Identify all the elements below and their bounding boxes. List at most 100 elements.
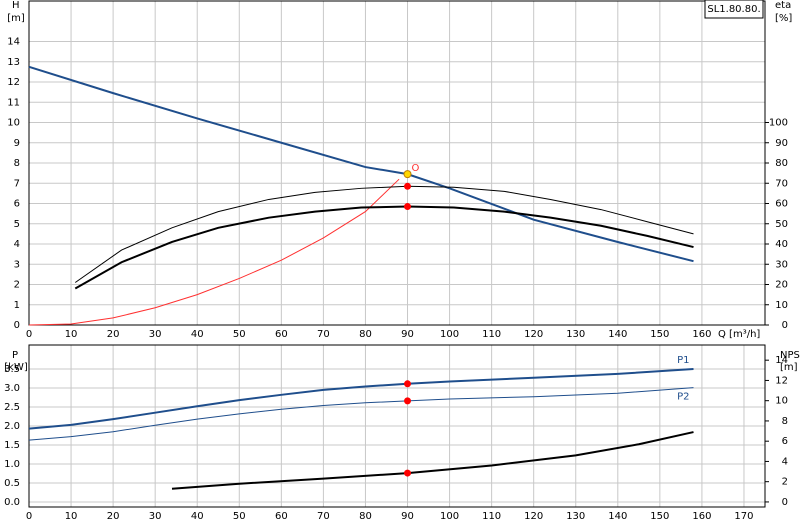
y2-tick-label: 30 bbox=[775, 259, 788, 270]
y2-tick-label: 80 bbox=[775, 158, 788, 169]
y2-axis-unit: [%] bbox=[775, 13, 792, 24]
y-tick-label: 0.5 bbox=[4, 478, 20, 489]
x-tick-label: 0 bbox=[26, 329, 32, 340]
x-tick-label: 20 bbox=[107, 511, 120, 520]
duty-point bbox=[404, 203, 412, 211]
y-tick-label: 1.5 bbox=[4, 440, 20, 451]
duty-point bbox=[404, 397, 412, 405]
y2-tick-label: 10 bbox=[775, 396, 788, 407]
y2-axis-label: NPSH bbox=[780, 350, 800, 361]
y2-tick-label: 90 bbox=[775, 138, 788, 149]
y-axis-unit: [m] bbox=[7, 13, 25, 24]
x-tick-label: 10 bbox=[65, 329, 78, 340]
curve-label: P2 bbox=[677, 392, 689, 403]
y-tick-label: 1 bbox=[14, 300, 20, 311]
duty-point bbox=[404, 182, 412, 190]
y2-tick-label: 100 bbox=[769, 118, 788, 129]
y-tick-label: 14 bbox=[7, 37, 20, 48]
y2-axis-unit: [m] bbox=[780, 362, 798, 373]
x-tick-label: 150 bbox=[650, 329, 669, 340]
x-tick-label: 120 bbox=[524, 511, 543, 520]
x-tick-label: 150 bbox=[650, 511, 669, 520]
y2-tick-label: 12 bbox=[775, 375, 788, 386]
y2-tick-label: 14 bbox=[775, 355, 788, 366]
curve bbox=[171, 431, 694, 490]
curve bbox=[28, 65, 694, 263]
x-tick-label: 20 bbox=[107, 329, 120, 340]
y2-axis-label: eta bbox=[775, 0, 791, 11]
x-tick-label: 160 bbox=[692, 329, 711, 340]
y-tick-label: 8 bbox=[14, 158, 20, 169]
y-tick-label: 2 bbox=[14, 280, 20, 291]
y2-tick-label: 40 bbox=[775, 239, 788, 250]
x-tick-label: 10 bbox=[65, 511, 78, 520]
x-tick-label: 90 bbox=[401, 511, 414, 520]
y2-tick-label: 70 bbox=[775, 178, 788, 189]
y-tick-label: 2.5 bbox=[4, 402, 20, 413]
y-tick-label: 3.0 bbox=[4, 383, 20, 394]
y2-tick-label: 6 bbox=[782, 436, 788, 447]
y-tick-label: 11 bbox=[7, 97, 20, 108]
x-tick-label: 140 bbox=[608, 511, 627, 520]
y-tick-label: 0 bbox=[14, 320, 20, 331]
y2-tick-label: 10 bbox=[775, 300, 788, 311]
x-tick-label: 70 bbox=[317, 329, 330, 340]
x-tick-label: 30 bbox=[149, 329, 162, 340]
x-tick-label: 90 bbox=[401, 329, 414, 340]
y-axis-label: H bbox=[12, 0, 20, 11]
x-tick-label: 70 bbox=[317, 511, 330, 520]
y-tick-label: 7 bbox=[14, 178, 20, 189]
curve bbox=[74, 205, 694, 290]
y-axis-unit: [kW] bbox=[4, 362, 28, 373]
x-tick-label: 60 bbox=[275, 329, 288, 340]
y-tick-label: 4 bbox=[14, 239, 20, 250]
x-tick-label: 60 bbox=[275, 511, 288, 520]
plot-frame bbox=[28, 0, 766, 326]
y-tick-label: 12 bbox=[7, 77, 20, 88]
x-tick-label: 40 bbox=[191, 329, 204, 340]
x-tick-label: 130 bbox=[566, 511, 585, 520]
y-tick-label: 6 bbox=[14, 199, 20, 210]
title-box bbox=[704, 0, 764, 19]
y2-tick-label: 20 bbox=[775, 280, 788, 291]
y2-tick-label: 8 bbox=[782, 416, 788, 427]
y2-tick-label: 4 bbox=[782, 456, 788, 467]
x-axis-label: Q [m³/h] bbox=[718, 329, 760, 340]
x-tick-label: 30 bbox=[149, 511, 162, 520]
y-axis-label: P bbox=[12, 350, 18, 361]
y-tick-label: 10 bbox=[7, 118, 20, 129]
y-tick-label: 1.0 bbox=[4, 459, 20, 470]
y-tick-label: 2.0 bbox=[4, 421, 20, 432]
x-tick-label: 50 bbox=[233, 511, 246, 520]
x-tick-label: 40 bbox=[191, 511, 204, 520]
y-tick-label: 3.5 bbox=[4, 364, 20, 375]
x-tick-label: 140 bbox=[608, 329, 627, 340]
y2-tick-label: 0 bbox=[782, 320, 788, 331]
x-tick-label: 120 bbox=[524, 329, 543, 340]
duty-point bbox=[404, 469, 412, 477]
y2-tick-label: 50 bbox=[775, 219, 788, 230]
x-tick-label: 100 bbox=[440, 511, 459, 520]
x-tick-label: 100 bbox=[440, 329, 459, 340]
x-tick-label: 170 bbox=[734, 511, 753, 520]
x-tick-label: 0 bbox=[26, 511, 32, 520]
y-tick-label: 3 bbox=[14, 259, 20, 270]
x-tick-label: 80 bbox=[359, 511, 372, 520]
curve bbox=[28, 178, 400, 326]
x-tick-label: 80 bbox=[359, 329, 372, 340]
plot-frame bbox=[28, 344, 766, 508]
x-tick-label: 50 bbox=[233, 329, 246, 340]
duty-point bbox=[403, 170, 412, 179]
x-tick-label: 110 bbox=[482, 511, 501, 520]
x-tick-label: 130 bbox=[566, 329, 585, 340]
x-tick-label: 160 bbox=[692, 511, 711, 520]
y2-tick-label: 2 bbox=[782, 477, 788, 488]
curve bbox=[74, 185, 694, 283]
curve bbox=[28, 367, 694, 430]
y2-tick-label: 60 bbox=[775, 199, 788, 210]
curve-label: P1 bbox=[677, 355, 689, 366]
duty-point bbox=[404, 380, 412, 388]
duty-point-label: O bbox=[412, 163, 420, 174]
y-tick-label: 5 bbox=[14, 219, 20, 230]
